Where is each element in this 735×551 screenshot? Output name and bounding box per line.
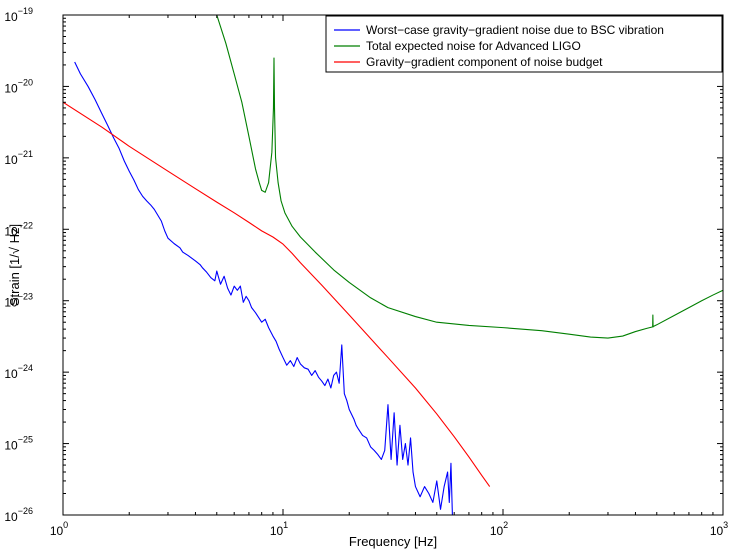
y-tick-label: 10−24 bbox=[4, 363, 33, 381]
x-tick-label: 101 bbox=[270, 520, 288, 538]
y-tick-label: 10−25 bbox=[4, 435, 33, 453]
legend: Worst−case gravity−gradient noise due to… bbox=[325, 15, 723, 73]
y-tick-label: 10−22 bbox=[4, 220, 33, 238]
x-tick-label: 103 bbox=[710, 520, 728, 538]
y-tick-label: 10−19 bbox=[4, 6, 33, 24]
y-axis-label: Strain [1/√ Hz] bbox=[7, 224, 22, 306]
x-tick-label: 100 bbox=[50, 520, 68, 538]
x-tick-label: 102 bbox=[490, 520, 508, 538]
series-line-1 bbox=[216, 15, 723, 339]
y-tick-label: 10−26 bbox=[4, 506, 33, 524]
legend-label-2: Gravity−gradient component of noise budg… bbox=[366, 55, 603, 69]
plot-frame bbox=[62, 14, 724, 516]
plot-area bbox=[63, 15, 723, 515]
y-tick-label: 10−23 bbox=[4, 292, 33, 310]
series-line-0 bbox=[74, 61, 455, 515]
legend-label-1: Total expected noise for Advanced LIGO bbox=[366, 39, 581, 53]
y-tick-label: 10−21 bbox=[4, 149, 33, 167]
ticks-layer: 100 101 102 103 10−26 10−25 10−24 10−23 10−22 10−… bbox=[4, 6, 728, 538]
series-line-2 bbox=[63, 101, 491, 487]
x-axis-label: Frequency [Hz] bbox=[349, 534, 437, 549]
y-tick-label: 10−20 bbox=[4, 77, 33, 95]
legend-box bbox=[325, 15, 723, 73]
legend-label-0: Worst−case gravity−gradient noise due to… bbox=[366, 23, 664, 37]
series-layer bbox=[63, 15, 723, 515]
